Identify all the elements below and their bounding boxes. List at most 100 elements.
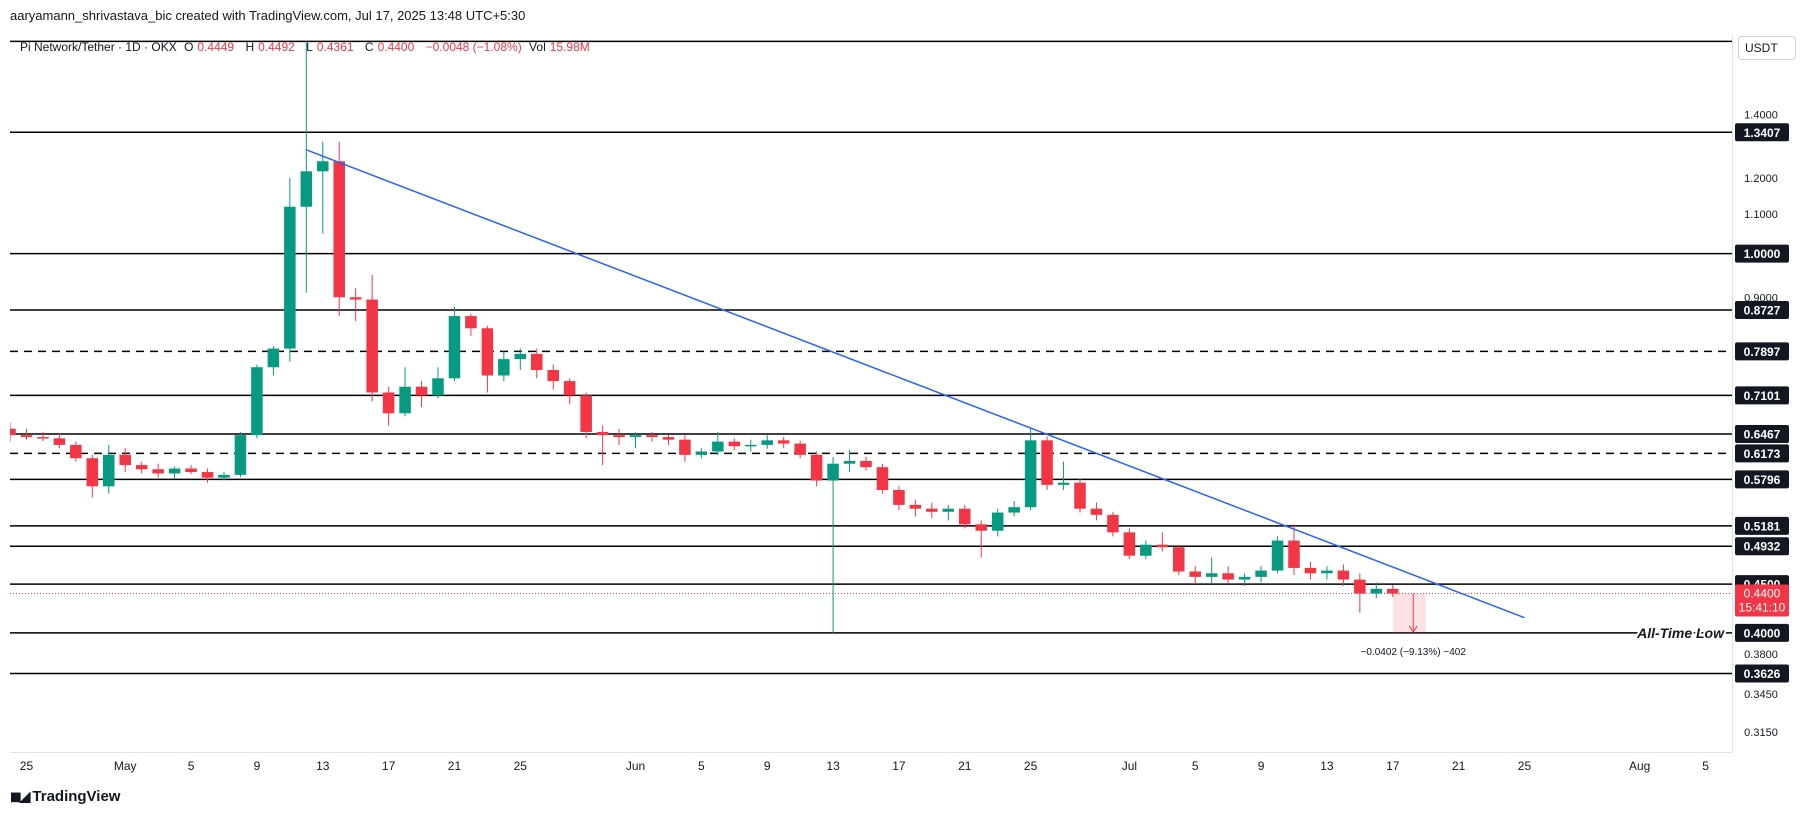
candle-body[interactable] — [1222, 573, 1234, 580]
level-price-box[interactable] — [1735, 537, 1789, 556]
candle-body[interactable] — [366, 299, 378, 393]
candle-body[interactable] — [1123, 532, 1136, 556]
level-price-box[interactable] — [1735, 386, 1789, 405]
candle-body[interactable] — [218, 474, 230, 478]
candle-body[interactable] — [695, 451, 708, 455]
candle-body[interactable] — [234, 435, 247, 475]
candle-body[interactable] — [777, 440, 790, 444]
candle-body[interactable] — [1387, 588, 1399, 594]
candle-body[interactable] — [679, 439, 691, 455]
candle-body[interactable] — [1370, 588, 1383, 594]
candle-body[interactable] — [284, 206, 296, 349]
candle-body[interactable] — [37, 437, 49, 439]
price-scale-svg[interactable]: 1.40001.20001.10000.90000.38000.34500.31… — [1733, 34, 1803, 752]
candle-body[interactable] — [761, 440, 773, 445]
candle-body[interactable] — [70, 444, 82, 459]
candle-body[interactable] — [1024, 440, 1037, 508]
candle-body[interactable] — [86, 458, 99, 487]
candle-body[interactable] — [4, 428, 16, 436]
time-scale-svg[interactable]: 25 May 5 9 13 17 21 25 Jun 5 9 13 17 21 25 Jul 5 9 13 17 21 2… — [10, 753, 1732, 777]
candle-body[interactable] — [465, 316, 477, 329]
time-scale[interactable]: 25 May 5 9 13 17 21 25 Jun 5 9 13 17 21 25 Jul 5 9 13 17 21 2… — [10, 752, 1732, 777]
candle-body[interactable] — [448, 316, 461, 379]
candle-body[interactable] — [1337, 570, 1350, 580]
level-price-box[interactable] — [1735, 425, 1789, 444]
candle-body[interactable] — [382, 392, 395, 414]
level-price-box[interactable] — [1735, 516, 1789, 535]
candle-body[interactable] — [1238, 576, 1251, 580]
candle-body[interactable] — [333, 161, 345, 298]
candle-body[interactable] — [662, 437, 675, 440]
candle-body[interactable] — [481, 328, 494, 376]
candle-body[interactable] — [942, 508, 955, 512]
candle-body[interactable] — [185, 468, 197, 473]
candlestick-chart[interactable]: −0.0402 (−9.13%) −402 All-Time Low — [4, 34, 1732, 752]
candle-body[interactable] — [152, 469, 164, 474]
candle-body[interactable] — [745, 444, 757, 447]
candle-body[interactable] — [1173, 547, 1185, 572]
candle-body[interactable] — [1107, 514, 1119, 533]
candle-body[interactable] — [959, 508, 971, 525]
symbol-name[interactable]: Pi Network/Tether · 1D · OKX — [20, 40, 177, 54]
candle-body[interactable] — [514, 353, 527, 360]
level-price-box[interactable] — [1735, 123, 1789, 142]
candle-body[interactable] — [580, 395, 592, 432]
candle-body[interactable] — [876, 467, 889, 490]
candle-body[interactable] — [1156, 544, 1169, 548]
candle-body[interactable] — [613, 435, 625, 438]
candle-body[interactable] — [251, 367, 263, 436]
candle-body[interactable] — [1057, 482, 1070, 485]
level-price-box[interactable] — [1735, 444, 1789, 463]
level-price-box[interactable] — [1735, 623, 1789, 642]
candle-body[interactable] — [349, 297, 362, 300]
candle-body[interactable] — [843, 460, 856, 464]
candle-body[interactable] — [1321, 570, 1333, 574]
candle-body[interactable] — [1205, 573, 1218, 577]
trend-line[interactable] — [306, 149, 1525, 619]
symbol-info-bar[interactable]: Pi Network/Tether · 1D · OKX O 0.4449 H 0.… — [20, 40, 598, 54]
candle-body[interactable] — [1008, 507, 1020, 513]
candle-body[interactable] — [399, 386, 411, 414]
candle-body[interactable] — [596, 431, 609, 436]
candle-body[interactable] — [909, 504, 922, 509]
candle-body[interactable] — [432, 378, 444, 396]
candle-body[interactable] — [794, 443, 806, 455]
candle-body[interactable] — [547, 369, 559, 382]
footer-brand[interactable]: ◼◢ TradingView — [10, 788, 120, 805]
candle-body[interactable] — [119, 454, 131, 466]
candle-body[interactable] — [728, 441, 741, 447]
level-price-box[interactable] — [1735, 244, 1789, 263]
candle-body[interactable] — [103, 454, 115, 487]
measure-box[interactable] — [1392, 593, 1426, 633]
chart-pane[interactable]: −0.0402 (−9.13%) −402 All-Time Low — [4, 34, 1732, 752]
candle-body[interactable] — [20, 435, 33, 438]
level-price-box[interactable] — [1735, 664, 1789, 683]
candle-body[interactable] — [267, 348, 280, 368]
candle-body[interactable] — [1074, 482, 1086, 509]
candle-body[interactable] — [300, 171, 313, 207]
level-price-box[interactable] — [1735, 342, 1789, 361]
currency-unit-button[interactable]: USDT — [1738, 36, 1796, 60]
candle-body[interactable] — [53, 438, 66, 445]
candle-body[interactable] — [1090, 508, 1103, 515]
candle-body[interactable] — [168, 468, 181, 474]
level-price-box[interactable] — [1735, 470, 1789, 489]
candle-body[interactable] — [975, 524, 987, 531]
candle-body[interactable] — [629, 435, 642, 438]
candle-body[interactable] — [926, 508, 938, 512]
price-scale[interactable]: 1.4000 1.2000 1.1000 0.9000 0.3800 0.3450 0.31… — [1732, 34, 1803, 752]
candle-body[interactable] — [1288, 540, 1300, 568]
candle-body[interactable] — [810, 454, 823, 481]
candle-body[interactable] — [1354, 579, 1366, 594]
candle-body[interactable] — [712, 441, 724, 452]
candle-body[interactable] — [893, 489, 905, 505]
candle-body[interactable] — [415, 386, 428, 396]
candle-body[interactable] — [317, 161, 329, 172]
candle-body[interactable] — [531, 353, 543, 370]
candle-body[interactable] — [1189, 571, 1201, 577]
candle-body[interactable] — [860, 460, 872, 468]
candle-body[interactable] — [646, 435, 658, 438]
candle-body[interactable] — [827, 463, 839, 481]
candle-body[interactable] — [498, 359, 510, 376]
candle-body[interactable] — [1041, 440, 1053, 485]
